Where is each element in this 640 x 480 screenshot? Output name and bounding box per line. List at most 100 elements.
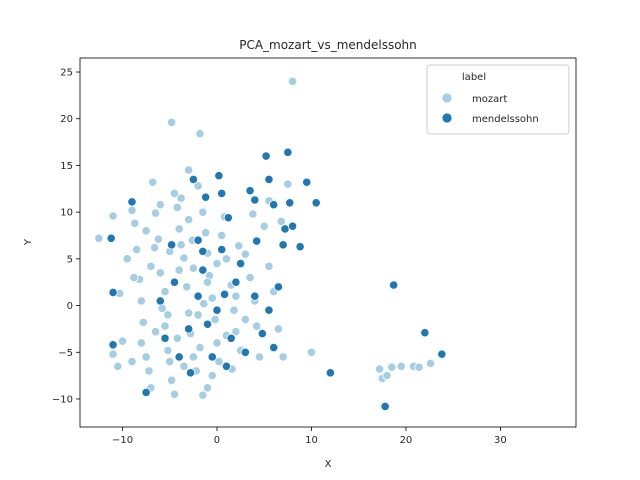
point-mendelssohn bbox=[167, 240, 177, 250]
point-mozart bbox=[387, 362, 397, 372]
point-mendelssohn bbox=[264, 174, 274, 185]
point-mendelssohn bbox=[214, 171, 224, 181]
point-mozart bbox=[153, 234, 164, 244]
point-mozart bbox=[144, 366, 154, 376]
point-mozart bbox=[217, 230, 227, 241]
point-mozart bbox=[193, 310, 203, 320]
point-mozart bbox=[195, 129, 205, 139]
y-tick-label: −10 bbox=[52, 394, 73, 405]
point-mendelssohn bbox=[240, 347, 250, 357]
point-mozart bbox=[117, 336, 128, 346]
point-mozart bbox=[202, 383, 213, 393]
point-mendelssohn bbox=[127, 197, 137, 207]
legend-marker-mozart bbox=[441, 92, 453, 104]
point-mozart bbox=[382, 371, 392, 381]
legend-title: label bbox=[462, 72, 486, 83]
point-mozart bbox=[165, 357, 175, 367]
point-mozart bbox=[425, 358, 436, 369]
point-mendelssohn bbox=[261, 151, 271, 161]
y-tick-label: 5 bbox=[67, 254, 73, 265]
point-mendelssohn bbox=[188, 174, 198, 185]
point-mozart bbox=[141, 352, 151, 362]
point-mozart bbox=[278, 352, 288, 362]
point-mendelssohn bbox=[283, 147, 293, 157]
point-mozart bbox=[155, 200, 165, 210]
point-mendelssohn bbox=[295, 242, 305, 252]
point-mozart bbox=[374, 364, 385, 374]
point-mozart bbox=[155, 268, 165, 278]
point-mendelssohn bbox=[278, 240, 288, 250]
point-mozart bbox=[198, 390, 208, 400]
point-mozart bbox=[113, 361, 123, 371]
point-mozart bbox=[254, 352, 265, 362]
point-mendelssohn bbox=[269, 200, 279, 210]
point-mozart bbox=[174, 265, 184, 275]
x-axis-ticks: −10 0 10 20 30 bbox=[112, 427, 507, 446]
point-mozart bbox=[240, 249, 250, 259]
point-mendelssohn bbox=[193, 235, 203, 245]
point-mozart bbox=[108, 211, 118, 221]
point-mendelssohn bbox=[273, 282, 283, 292]
legend-marker-mendelssohn bbox=[441, 112, 453, 124]
point-mozart bbox=[163, 310, 173, 320]
point-mendelssohn bbox=[108, 287, 118, 298]
point-mozart bbox=[176, 193, 186, 203]
point-mozart bbox=[138, 317, 148, 327]
point-mendelssohn bbox=[302, 177, 312, 187]
data-points bbox=[94, 76, 447, 412]
point-mozart bbox=[172, 202, 182, 213]
point-mendelssohn bbox=[184, 324, 194, 334]
point-mozart bbox=[221, 254, 232, 264]
point-mozart bbox=[141, 226, 151, 236]
point-mozart bbox=[160, 286, 170, 297]
point-mozart bbox=[182, 282, 192, 292]
point-mozart bbox=[212, 338, 222, 348]
legend: label mozart mendelssohn bbox=[426, 64, 570, 135]
point-mozart bbox=[136, 338, 147, 348]
point-mozart bbox=[146, 261, 156, 271]
point-mendelssohn bbox=[437, 349, 447, 359]
point-mendelssohn bbox=[202, 319, 213, 329]
point-mozart bbox=[150, 243, 160, 253]
point-mozart bbox=[212, 258, 222, 269]
x-tick-label: 30 bbox=[494, 435, 507, 446]
chart-title: PCA_mozart_vs_mendelssohn bbox=[239, 38, 417, 52]
point-mendelssohn bbox=[201, 192, 211, 202]
point-mozart bbox=[127, 205, 137, 215]
point-mozart bbox=[283, 179, 293, 189]
point-mozart bbox=[229, 305, 239, 315]
point-mozart bbox=[252, 321, 262, 331]
y-tick-label: 15 bbox=[60, 161, 73, 172]
point-mozart bbox=[306, 347, 317, 357]
point-mendelssohn bbox=[231, 277, 241, 287]
point-mendelssohn bbox=[108, 340, 118, 350]
point-mendelssohn bbox=[217, 188, 227, 199]
point-mozart bbox=[188, 352, 198, 362]
point-mozart bbox=[199, 299, 209, 309]
point-mozart bbox=[148, 177, 158, 187]
point-mozart bbox=[207, 371, 217, 381]
point-mendelssohn bbox=[217, 244, 227, 255]
legend-label-mozart: mozart bbox=[472, 94, 507, 105]
point-mendelssohn bbox=[185, 368, 196, 378]
x-tick-label: 0 bbox=[214, 435, 220, 446]
point-mozart bbox=[169, 389, 180, 399]
point-mozart bbox=[184, 165, 194, 175]
point-mozart bbox=[179, 361, 189, 371]
x-tick-label: 10 bbox=[305, 435, 318, 446]
point-mozart bbox=[176, 240, 186, 250]
point-mendelssohn bbox=[198, 246, 208, 256]
point-mendelssohn bbox=[226, 333, 236, 343]
point-mendelssohn bbox=[169, 277, 180, 287]
point-mozart bbox=[184, 215, 194, 225]
point-mozart bbox=[193, 181, 203, 191]
point-mozart bbox=[167, 117, 177, 128]
y-tick-label: 0 bbox=[67, 301, 73, 312]
point-mendelssohn bbox=[193, 291, 203, 301]
point-mozart bbox=[188, 263, 198, 273]
point-mendelssohn bbox=[250, 195, 260, 205]
point-mozart bbox=[122, 254, 132, 264]
point-mozart bbox=[240, 314, 250, 325]
y-tick-label: 20 bbox=[60, 114, 73, 125]
